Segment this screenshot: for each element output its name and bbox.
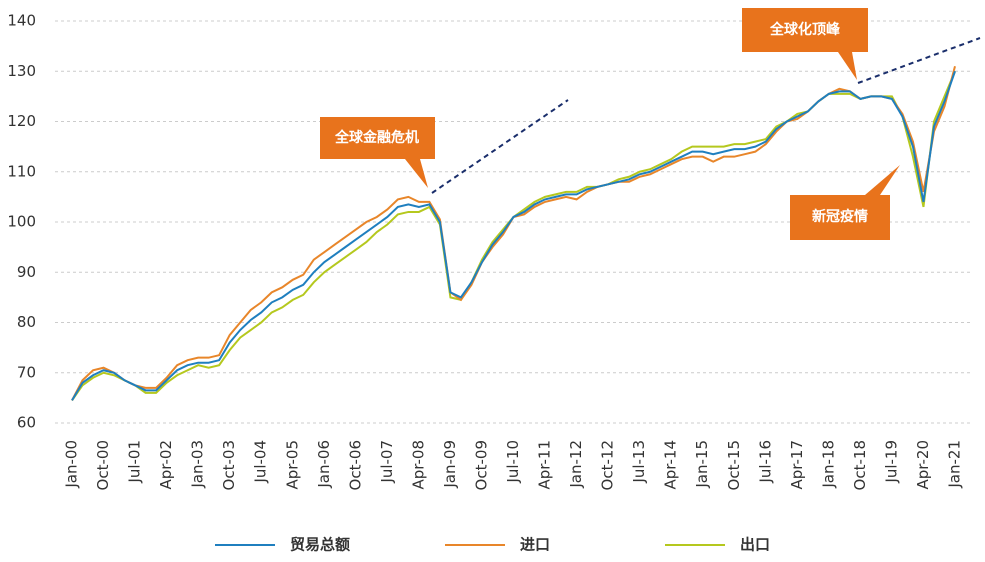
annotation-pointer	[405, 159, 428, 188]
annotation: 全球化顶峰	[742, 8, 868, 80]
x-tick-label: Jul-04	[252, 440, 270, 484]
y-tick-label: 120	[7, 112, 36, 130]
x-tick-label: Jul-01	[126, 440, 144, 484]
x-tick-label: Apr-02	[157, 440, 175, 490]
x-tick-label: Jan-00	[63, 440, 81, 489]
annotation: 全球金融危机	[320, 117, 435, 188]
annotation-box	[790, 195, 890, 240]
x-tick-label: Oct-18	[851, 440, 869, 490]
x-tick-label: Apr-08	[409, 440, 427, 490]
annotation-text: 全球金融危机	[334, 129, 419, 146]
legend-label: 进口	[520, 536, 550, 554]
x-tick-label: Jan-12	[567, 440, 585, 489]
annotation-box	[742, 8, 868, 52]
x-tick-label: Jan-03	[189, 440, 207, 489]
y-tick-label: 110	[7, 162, 36, 180]
plot: 60 70 80 90 100 110 120 130 140 Jan-00 Oct-00 Jul-0…	[7, 12, 970, 554]
x-tick-label: Jul-10	[504, 440, 522, 484]
y-tick-label: 70	[17, 363, 36, 381]
x-tick-label: Oct-12	[599, 440, 617, 490]
x-tick-label: Jan-06	[315, 440, 333, 489]
x-tick-label: Oct-03	[220, 440, 238, 490]
annotation-dashes	[431, 37, 981, 194]
x-tick-label: Oct-06	[346, 440, 364, 490]
y-tick-label: 60	[17, 414, 36, 432]
annotation-box	[320, 117, 435, 159]
x-tick-label: Jan-18	[819, 440, 837, 489]
x-tick-label: Jan-15	[693, 440, 711, 489]
x-tick-label: Oct-09	[472, 440, 490, 490]
trend-line	[431, 99, 569, 194]
y-tick-label: 100	[7, 213, 36, 231]
y-tick-label: 130	[7, 62, 36, 80]
annotation-pointer	[865, 165, 900, 195]
x-tick-label: Jul-13	[630, 440, 648, 484]
legend-label: 出口	[740, 536, 770, 554]
annotation-text: 新冠疫情	[812, 208, 868, 225]
x-tick-label: Jul-19	[882, 440, 900, 484]
x-tick-label: Apr-05	[283, 440, 301, 490]
y-tick-label: 140	[7, 12, 36, 30]
legend-label: 贸易总额	[290, 536, 350, 554]
series-line	[71, 70, 956, 401]
x-tick-label: Apr-11	[536, 440, 554, 490]
annotation: 新冠疫情	[790, 165, 900, 240]
x-tick-label: Apr-17	[788, 440, 806, 490]
x-tick-label: Jul-07	[378, 440, 396, 484]
x-tick-label: Apr-20	[914, 440, 932, 490]
annotation-text: 全球化顶峰	[769, 21, 841, 38]
annotation-pointer	[838, 52, 857, 80]
x-tick-label: Apr-14	[662, 440, 680, 490]
x-tick-label: Jan-21	[946, 440, 964, 489]
x-tick-label: Oct-00	[94, 440, 112, 490]
x-tick-label: Jul-16	[756, 440, 774, 484]
y-tick-label: 90	[17, 263, 36, 281]
trend-line	[857, 37, 981, 84]
y-tick-label: 80	[17, 313, 36, 331]
x-tick-label: Oct-15	[725, 440, 743, 490]
x-tick-label: Jan-09	[441, 440, 459, 489]
